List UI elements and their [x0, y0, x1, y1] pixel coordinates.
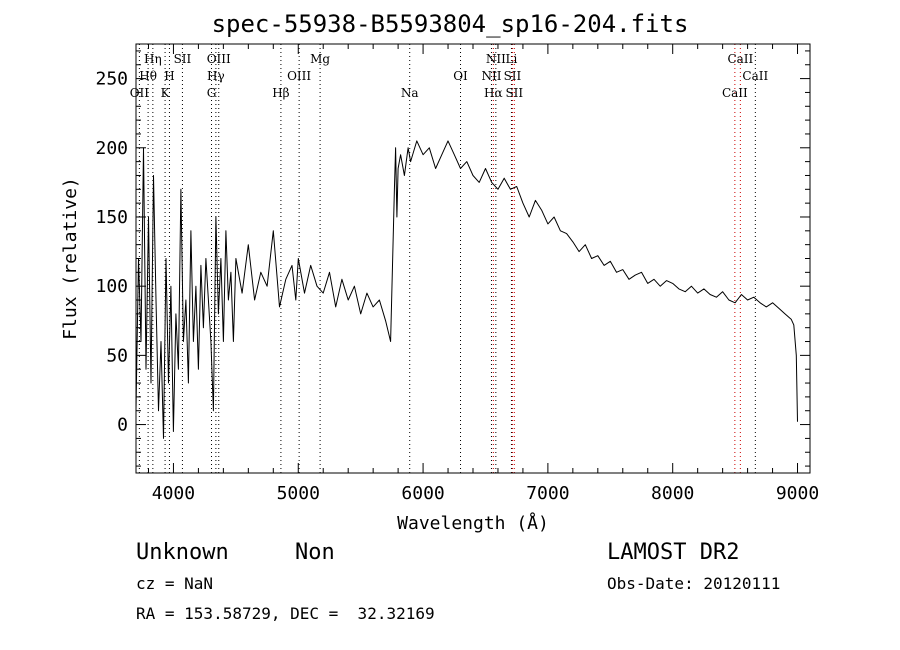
spectrum-line-0 — [135, 140, 798, 439]
line-label-21: CaII — [742, 69, 768, 83]
y-axis-label: Flux (relative) — [60, 177, 81, 340]
y-tick-label-5: 250 — [95, 69, 128, 90]
x-tick-label-5: 9000 — [776, 483, 819, 504]
y-tick-label-3: 150 — [95, 207, 128, 228]
x-tick-label-2: 6000 — [401, 483, 444, 504]
line-label-11: Mg — [310, 52, 330, 66]
line-label-4: K — [161, 86, 171, 100]
line-label-10: OIII — [287, 69, 311, 83]
y-tick-label-4: 200 — [95, 138, 128, 159]
axis-ticks: 4000 5000 6000 7000 8000 9000 0 50 100 150 200 250 — [95, 44, 819, 504]
line-label-16: NII — [481, 69, 501, 83]
y-tick-label-2: 100 — [95, 276, 128, 297]
line-label-0: OII — [130, 86, 150, 100]
line-label-1: Hη — [144, 52, 162, 66]
x-tick-label-1: 5000 — [277, 483, 320, 504]
object-subclass: Non — [295, 540, 335, 565]
obs-date: Obs-Date: 20120111 — [607, 574, 781, 593]
spectrum-series — [135, 140, 798, 439]
line-label-12: Na — [401, 86, 419, 100]
line-label-14: NII — [486, 52, 506, 66]
x-axis-label: Wavelength (Å) — [397, 512, 549, 534]
line-label-19: SII — [505, 86, 523, 100]
coordinates: RA = 153.58729, DEC = 32.32169 — [136, 604, 435, 623]
line-label-3: H — [164, 69, 174, 83]
line-label-5: SII — [174, 52, 192, 66]
x-tick-label-0: 4000 — [152, 483, 195, 504]
plot-frame — [135, 43, 811, 474]
line-label-22: CaII — [722, 86, 748, 100]
line-label-18: Hα — [484, 86, 503, 100]
line-label-13: OI — [453, 69, 468, 83]
line-label-8: G — [207, 86, 217, 100]
line-markers — [138, 44, 756, 473]
y-tick-label-0: 0 — [117, 415, 128, 436]
y-tick-label-1: 50 — [106, 345, 128, 366]
x-tick-label-3: 7000 — [526, 483, 569, 504]
line-label-9: Hβ — [272, 86, 289, 100]
redshift-value: cz = NaN — [136, 574, 214, 593]
line-label-20: CaII — [727, 52, 753, 66]
line-label-17: SII — [504, 69, 522, 83]
line-label-7: Hγ — [207, 69, 225, 83]
line-label-6: OIII — [207, 52, 231, 66]
line-label-15: Li — [506, 52, 518, 66]
chart-title: spec-55938-B5593804_sp16-204.fits — [211, 10, 689, 38]
object-class: Unknown — [136, 540, 229, 565]
survey-name: LAMOST DR2 — [607, 540, 740, 565]
x-tick-label-4: 8000 — [651, 483, 694, 504]
line-label-2: Hθ — [139, 69, 157, 83]
